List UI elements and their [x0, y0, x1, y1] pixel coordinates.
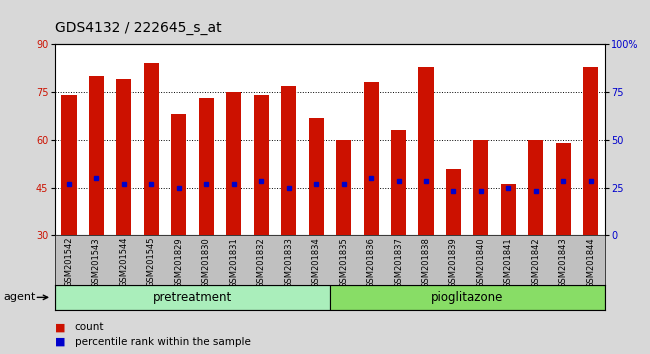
Bar: [473, 140, 488, 331]
Text: pioglitazone: pioglitazone: [431, 291, 503, 304]
Bar: [363, 82, 378, 331]
Bar: [199, 98, 214, 331]
Text: percentile rank within the sample: percentile rank within the sample: [75, 337, 251, 347]
Text: GSM201836: GSM201836: [367, 237, 376, 288]
Text: GSM201545: GSM201545: [147, 237, 156, 287]
Bar: [391, 130, 406, 331]
Text: GSM201839: GSM201839: [449, 237, 458, 288]
Text: GSM201832: GSM201832: [257, 237, 266, 288]
Bar: [583, 67, 598, 331]
Text: GSM201542: GSM201542: [64, 237, 73, 287]
Bar: [330, 285, 604, 310]
Text: count: count: [75, 322, 104, 332]
Text: GSM201842: GSM201842: [531, 237, 540, 287]
Text: GSM201838: GSM201838: [421, 237, 430, 288]
Bar: [62, 95, 77, 331]
Bar: [309, 118, 324, 331]
Bar: [226, 92, 241, 331]
Text: GSM201831: GSM201831: [229, 237, 239, 288]
Text: GSM201837: GSM201837: [394, 237, 403, 288]
Text: GSM201829: GSM201829: [174, 237, 183, 287]
Text: GSM201830: GSM201830: [202, 237, 211, 288]
Bar: [528, 140, 543, 331]
Bar: [556, 143, 571, 331]
Text: GSM201543: GSM201543: [92, 237, 101, 287]
Bar: [172, 114, 187, 331]
Text: GSM201834: GSM201834: [311, 237, 320, 288]
Text: GSM201844: GSM201844: [586, 237, 595, 287]
Text: GSM201835: GSM201835: [339, 237, 348, 288]
Bar: [89, 76, 104, 331]
Bar: [281, 86, 296, 331]
Text: agent: agent: [3, 292, 36, 302]
Bar: [336, 140, 351, 331]
Bar: [55, 285, 330, 310]
Text: GSM201841: GSM201841: [504, 237, 513, 287]
Text: ■: ■: [55, 322, 66, 332]
Bar: [419, 67, 434, 331]
Text: GDS4132 / 222645_s_at: GDS4132 / 222645_s_at: [55, 21, 222, 35]
Bar: [446, 169, 461, 331]
Text: GSM201840: GSM201840: [476, 237, 486, 287]
Text: ■: ■: [55, 337, 66, 347]
Text: pretreatment: pretreatment: [153, 291, 232, 304]
Bar: [116, 79, 131, 331]
Bar: [144, 63, 159, 331]
Text: GSM201833: GSM201833: [284, 237, 293, 288]
Text: GSM201544: GSM201544: [120, 237, 129, 287]
Bar: [501, 184, 516, 331]
Text: GSM201843: GSM201843: [559, 237, 568, 288]
Bar: [254, 95, 268, 331]
